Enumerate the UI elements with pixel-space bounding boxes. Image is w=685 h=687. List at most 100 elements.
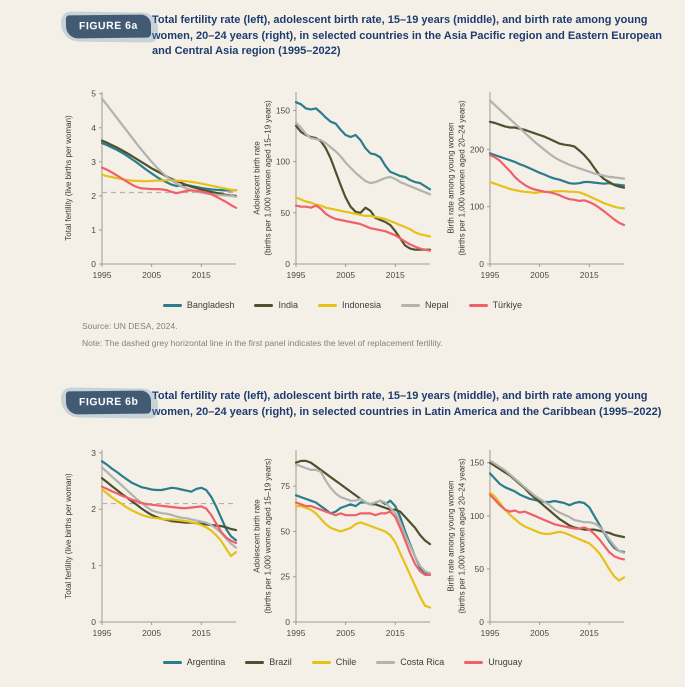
y-tick-label: 4 — [91, 123, 96, 133]
figure-6a-charts: 0 1 2 3 4 5 1995 2005 2015 Total fertility (live … — [56, 82, 630, 290]
series-line-uruguay — [100, 485, 238, 545]
legend-label: Brazil — [269, 657, 292, 667]
x-tick-label: 2005 — [530, 270, 549, 280]
chart-6a-total-fertility: 0 1 2 3 4 5 1995 2005 2015 Total fertility (live … — [64, 89, 238, 280]
legend-item-india: India — [254, 300, 298, 310]
series-line-indonesia — [294, 196, 432, 238]
legend-label: Uruguay — [488, 657, 523, 667]
x-tick-label: 2005 — [336, 270, 355, 280]
series-line-nepal — [488, 99, 626, 180]
figure-6a-title: Total fertility rate (left), adolescent … — [152, 14, 663, 58]
x-tick-label: 2005 — [530, 628, 549, 638]
legend-label: Nepal — [425, 300, 449, 310]
y-axis-title: Adolescent birth rate — [253, 141, 262, 215]
y-axis-title: (births per 1,000 women aged 20–24 years… — [458, 100, 467, 256]
series-line-bangladesh — [100, 141, 238, 192]
legend-swatch — [464, 660, 484, 664]
x-tick-label: 1995 — [93, 270, 112, 280]
legend-item-argentina: Argentina — [162, 657, 226, 667]
y-axis-title: (births per 1,000 women aged 15–19 years… — [264, 100, 273, 256]
series-line-india — [488, 120, 626, 189]
series-line-indonesia — [488, 180, 626, 210]
chart-6a-adolescent-birth-rate: 0 50 100 150 1995 2005 2015 Adolescent birth ra… — [253, 92, 432, 280]
legend-item-indonesia: Indonesia — [318, 300, 381, 310]
x-tick-label: 1995 — [481, 628, 500, 638]
y-tick-label: 0 — [91, 617, 96, 627]
y-tick-label: 1 — [91, 225, 96, 235]
x-tick-label: 2005 — [142, 270, 161, 280]
y-tick-label: 0 — [285, 617, 290, 627]
y-tick-label: 1 — [91, 561, 96, 571]
series-line-chile — [294, 504, 432, 609]
legend-label: India — [278, 300, 298, 310]
x-tick-label: 1995 — [287, 270, 306, 280]
x-tick-label: 1995 — [287, 628, 306, 638]
y-axis-title: (births per 1,000 women aged 15–19 years… — [264, 458, 273, 614]
x-tick-label: 2015 — [192, 270, 211, 280]
legend-swatch — [162, 660, 182, 664]
series-line-costa-rica — [100, 466, 238, 549]
chart-6b-total-fertility: 0 1 2 3 1995 2005 2015 Total fertility (live bi… — [64, 448, 238, 638]
legend-label: Costa Rica — [400, 657, 445, 667]
legend-item-brazil: Brazil — [245, 657, 292, 667]
note-text: Note: The dashed grey horizontal line in… — [82, 338, 443, 348]
legend-item-uruguay: Uruguay — [464, 657, 522, 667]
y-tick-label: 100 — [470, 511, 484, 521]
legend-item-chile: Chile — [311, 657, 357, 667]
y-tick-label: 150 — [276, 105, 290, 115]
figure-6b-title: Total fertility rate (left), adolescent … — [152, 390, 662, 418]
chart-6b-birth-rate-20-24: 0 50 100 150 1995 2005 2015 Birth rate among yo… — [447, 450, 626, 638]
legend-swatch — [376, 660, 396, 664]
y-tick-label: 100 — [276, 157, 290, 167]
x-tick-label: 2015 — [580, 628, 599, 638]
x-tick-label: 1995 — [481, 270, 500, 280]
y-axis-title: Total fertility (live births per woman) — [64, 115, 73, 241]
y-tick-label: 0 — [479, 259, 484, 269]
y-tick-label: 100 — [470, 202, 484, 212]
x-tick-label: 2015 — [580, 270, 599, 280]
series-line-argentina — [100, 460, 238, 542]
y-axis-title: Birth rate among young women — [447, 122, 456, 233]
y-axis-title: Total fertility (live births per woman) — [64, 473, 73, 599]
series-line-argentina — [294, 494, 432, 576]
x-tick-label: 2015 — [386, 270, 405, 280]
legend-label: Argentina — [186, 657, 226, 667]
legend-swatch — [245, 660, 265, 664]
y-tick-label: 25 — [281, 572, 291, 582]
figure-6a-badge: FIGURE 6a — [65, 14, 151, 39]
y-tick-label: 2 — [91, 504, 96, 514]
legend-item-nepal: Nepal — [401, 300, 449, 310]
legend-label: Chile — [335, 657, 357, 667]
series-line-uruguay — [294, 501, 432, 576]
y-tick-label: 150 — [470, 458, 484, 468]
legend-swatch — [401, 303, 421, 307]
chart-6b-adolescent-birth-rate: 0 25 50 75 1995 2005 2015 Adolescent birth rate… — [253, 450, 432, 638]
legend-item-türkiye: Türkiye — [468, 300, 523, 310]
y-axis-title: Adolescent birth rate — [253, 499, 262, 573]
y-tick-label: 75 — [281, 481, 291, 491]
y-axis-title: Birth rate among young women — [447, 480, 456, 591]
y-tick-label: 50 — [281, 208, 291, 218]
figure-6b-badge: FIGURE 6b — [65, 390, 152, 415]
legend-swatch — [468, 303, 488, 307]
legend-swatch — [162, 303, 182, 307]
legend-label: Türkiye — [492, 300, 523, 310]
legend-label: Bangladesh — [186, 300, 235, 310]
legend-swatch — [254, 303, 274, 307]
x-tick-label: 2005 — [336, 628, 355, 638]
series-line-costa-rica — [294, 463, 432, 575]
series-line-nepal — [100, 97, 238, 198]
legend-item-bangladesh: Bangladesh — [162, 300, 235, 310]
legend-item-costa-rica: Costa Rica — [376, 657, 444, 667]
y-tick-label: 3 — [91, 157, 96, 167]
series-line-türkiye — [488, 153, 626, 227]
series-line-bangladesh — [488, 152, 626, 187]
y-tick-label: 2 — [91, 191, 96, 201]
figure-6a-legend: Bangladesh India Indonesia Nepal Türkiye — [0, 300, 685, 310]
figure-6b-charts: 0 1 2 3 1995 2005 2015 Total fertility (live bi… — [56, 440, 630, 648]
y-tick-label: 0 — [479, 617, 484, 627]
series-line-bangladesh — [294, 101, 432, 191]
legend-swatch — [318, 303, 337, 307]
y-tick-label: 3 — [91, 448, 96, 458]
